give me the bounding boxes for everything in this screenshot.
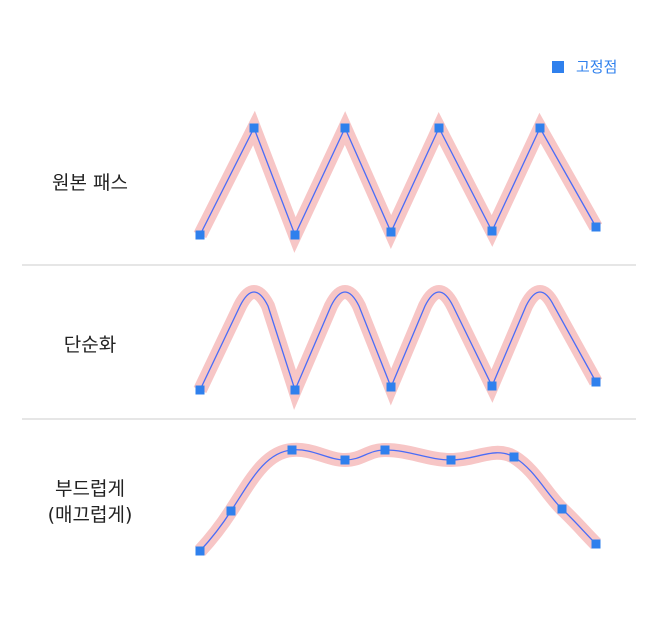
original-anchor	[591, 222, 601, 232]
smooth-anchor	[226, 506, 236, 516]
simplify-anchor	[195, 385, 205, 395]
smooth-anchor	[509, 452, 519, 462]
smooth-anchor	[195, 546, 205, 556]
smooth-anchor	[340, 455, 350, 465]
row-label-simplify: 단순화	[63, 334, 117, 356]
anchor-legend-swatch	[552, 61, 564, 73]
original-anchor	[535, 123, 545, 133]
row-divider	[22, 418, 636, 420]
simplify-anchor	[386, 382, 396, 392]
row-label-original: 원본 패스	[52, 172, 128, 194]
original-anchor	[249, 123, 259, 133]
original-anchor	[195, 230, 205, 240]
row-divider	[22, 264, 636, 266]
simplify-anchor	[591, 377, 601, 387]
simplify-path-highlight	[193, 285, 603, 410]
original-anchor	[434, 123, 444, 133]
original-anchor	[386, 227, 396, 237]
simplify-anchor	[290, 385, 300, 395]
original-path-highlight	[193, 110, 603, 253]
row-label-smooth: 부드럽게 (매끄럽게)	[47, 478, 133, 526]
smooth-anchor	[287, 445, 297, 455]
original-anchor	[290, 230, 300, 240]
legend-label: 고정점	[576, 58, 618, 76]
smooth-anchor	[591, 539, 601, 549]
original-anchor	[487, 226, 497, 236]
legend: 고정점	[552, 57, 617, 77]
simplify-anchor	[487, 381, 497, 391]
smooth-anchor	[380, 445, 390, 455]
smooth-path-highlight	[194, 442, 601, 556]
smooth-anchor	[446, 455, 456, 465]
original-anchor	[340, 123, 350, 133]
smooth-anchor	[557, 504, 567, 514]
